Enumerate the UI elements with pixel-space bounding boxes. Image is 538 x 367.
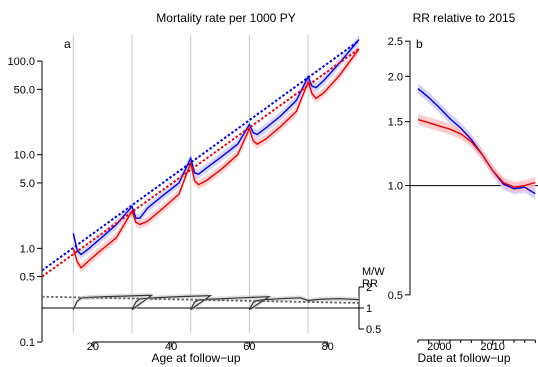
panel-a-y-tick-label: 0.5 — [20, 272, 35, 284]
inset-label-top: M/W — [362, 266, 385, 278]
panel-a-y-tick-label: 50.0 — [14, 84, 35, 96]
panel-a-x-tick-label: 80 — [322, 341, 334, 353]
panel-a-y-tick-label: 0.1 — [20, 337, 35, 349]
panel-a-y-tick-label: 10.0 — [14, 150, 35, 162]
panel-a-x-tick-label: 60 — [243, 341, 255, 353]
inset-series-solid — [72, 294, 360, 311]
panel-b-y-tick-label: 1.5 — [388, 117, 403, 129]
blue-series-solid — [72, 39, 360, 256]
inset-confidence-band — [73, 293, 360, 312]
blue-rr-series — [417, 88, 536, 195]
panel-b-y-tick-label: 2.5 — [388, 36, 403, 48]
panel-a-x-tick-label: 40 — [165, 341, 177, 353]
inset-rr-tick-label: 0.5 — [366, 324, 381, 336]
panel-b-x-axis-label: Date at follow−up — [417, 351, 510, 365]
panel-b-x-tick-label: 2010 — [480, 341, 504, 353]
inset-label-bottom: RR — [362, 278, 378, 290]
red-series-dotted — [41, 48, 360, 278]
panel-b-y-tick-label: 0.5 — [388, 290, 403, 302]
blue-series-dotted — [41, 39, 360, 272]
red-rr-series — [417, 118, 536, 188]
inset-rr-tick-label: 1 — [366, 303, 372, 315]
panel-a-y-tick-label: 100.0 — [7, 56, 35, 68]
panel-a: Mortality rate per 1000 PY a Age at foll… — [7, 11, 385, 365]
panel-a-x-tick-label: 20 — [87, 341, 99, 353]
panel-b-letter: b — [416, 37, 423, 51]
panel-a-x-axis-label: Age at follow−up — [151, 351, 240, 365]
panel-b-y-tick-label: 2.0 — [388, 71, 403, 83]
panel-a-letter: a — [64, 37, 71, 51]
panel-a-y-tick-label: 1.0 — [20, 243, 35, 255]
panel-b-confidence-band — [418, 83, 536, 200]
panel-b-y-tick-label: 1.0 — [388, 181, 403, 193]
inset-series-dotted — [41, 295, 360, 304]
panel-b-title: RR relative to 2015 — [413, 11, 516, 25]
panel-b-confidence-band — [418, 114, 536, 193]
panel-b-x-tick-label: 2000 — [427, 341, 451, 353]
panel-a-y-tick-label: 5.0 — [20, 178, 35, 190]
panel-a-title: Mortality rate per 1000 PY — [156, 11, 295, 25]
panel-b: RR relative to 2015 b Date at follow−up … — [388, 11, 538, 365]
inset-rr-tick-label: 2 — [366, 282, 372, 294]
